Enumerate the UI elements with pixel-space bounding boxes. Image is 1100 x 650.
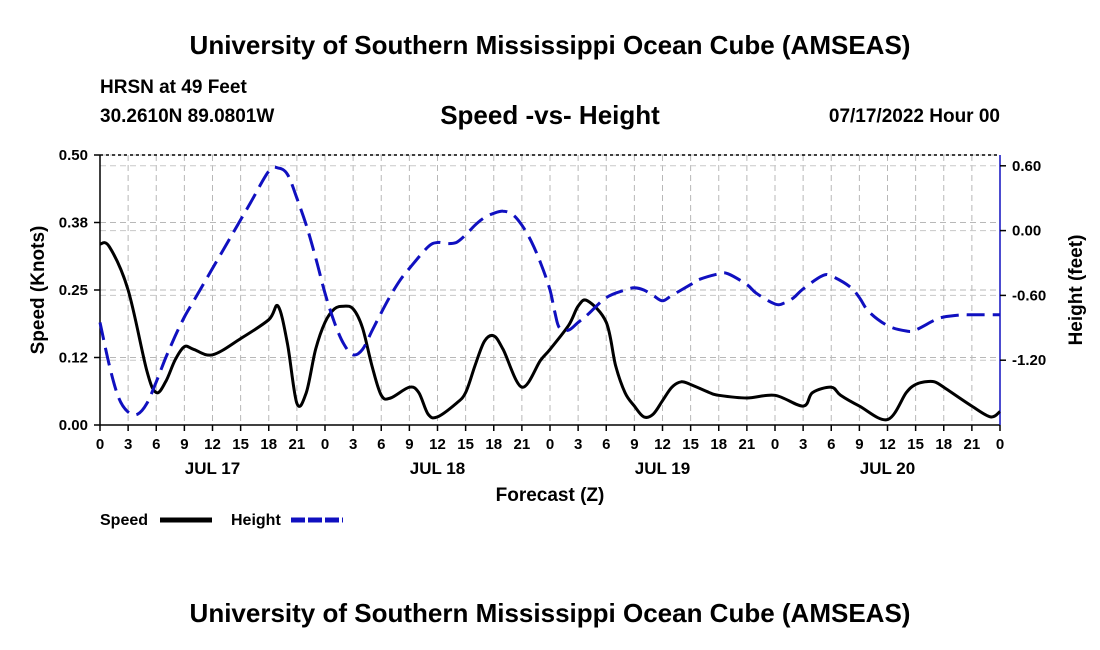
legend-label-height: Height: [231, 512, 281, 529]
x-tick-label: 15: [232, 436, 249, 453]
x-tick-label: 6: [377, 436, 385, 453]
y-tick-label: 0.50: [59, 147, 88, 164]
x-axis-title: Forecast (Z): [496, 485, 605, 506]
day-label: JUL 18: [410, 459, 465, 478]
x-tick-label: 18: [485, 436, 502, 453]
x-tick-label: 15: [682, 436, 699, 453]
y2-tick-label: 0.00: [1012, 223, 1041, 240]
x-tick-label: 12: [429, 436, 446, 453]
x-tick-label: 0: [96, 436, 104, 453]
x-tick-label: 3: [799, 436, 807, 453]
x-tick-label: 3: [124, 436, 132, 453]
x-tick-label: 9: [855, 436, 863, 453]
legend-label-speed: Speed: [100, 512, 148, 529]
x-tick-label: 3: [349, 436, 357, 453]
x-tick-label: 21: [739, 436, 756, 453]
x-tick-label: 9: [180, 436, 188, 453]
x-tick-label: 15: [907, 436, 924, 453]
x-tick-label: 21: [289, 436, 306, 453]
y2-tick-label: -1.20: [1012, 352, 1046, 369]
x-tick-label: 12: [654, 436, 671, 453]
y-tick-label: 0.00: [59, 417, 88, 434]
day-label: JUL 20: [860, 459, 915, 478]
x-tick-label: 0: [996, 436, 1004, 453]
x-tick-label: 6: [827, 436, 835, 453]
x-tick-label: 0: [321, 436, 329, 453]
footer-title: University of Southern Mississippi Ocean…: [189, 598, 911, 628]
coordinates-label: 30.2610N 89.0801W: [100, 106, 275, 127]
x-tick-label: 9: [630, 436, 638, 453]
day-label: JUL 19: [635, 459, 690, 478]
day-label: JUL 17: [185, 459, 240, 478]
x-tick-label: 6: [152, 436, 160, 453]
x-tick-label: 15: [457, 436, 474, 453]
y-tick-label: 0.12: [59, 350, 88, 367]
x-tick-label: 0: [771, 436, 779, 453]
x-tick-label: 18: [710, 436, 727, 453]
chart-title: Speed -vs- Height: [440, 100, 660, 130]
x-tick-label: 18: [260, 436, 277, 453]
x-tick-label: 18: [935, 436, 952, 453]
y-tick-label: 0.38: [59, 215, 88, 232]
x-tick-label: 12: [879, 436, 896, 453]
series-line-height: [98, 165, 1000, 417]
x-tick-label: 6: [602, 436, 610, 453]
station-label: HRSN at 49 Feet: [100, 77, 247, 98]
x-tick-label: 3: [574, 436, 582, 453]
y2-tick-label: 0.60: [1012, 158, 1041, 175]
main-title: University of Southern Mississippi Ocean…: [189, 30, 911, 60]
series-line-speed: [99, 241, 1001, 422]
y2-axis-title: Height (feet): [1066, 235, 1087, 346]
x-tick-label: 21: [964, 436, 981, 453]
y2-tick-label: -0.60: [1012, 287, 1046, 304]
date-hour-label: 07/17/2022 Hour 00: [828, 106, 1000, 127]
y-tick-label: 0.25: [59, 282, 88, 299]
x-tick-label: 12: [204, 436, 221, 453]
x-tick-label: 9: [405, 436, 413, 453]
x-tick-label: 21: [514, 436, 531, 453]
y-axis-title: Speed (Knots): [28, 226, 49, 355]
x-tick-label: 0: [546, 436, 554, 453]
